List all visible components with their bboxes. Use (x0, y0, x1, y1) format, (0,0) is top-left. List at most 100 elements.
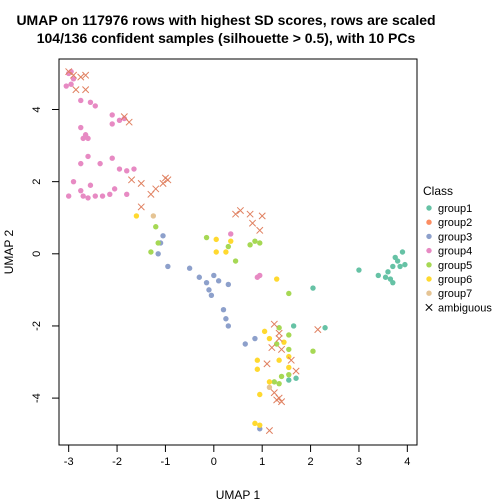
x-tick-label: 1 (259, 456, 265, 468)
group4-point (254, 274, 261, 280)
legend-ambiguous-label: ambiguous (438, 302, 492, 314)
ambiguous-point (246, 210, 254, 218)
y-tick-label: 2 (31, 179, 43, 185)
group3-point (225, 281, 232, 288)
group4-point (121, 115, 128, 122)
chart-title-line-2: 104/136 confident samples (silhouette > … (37, 30, 416, 46)
x-axis-title: UMAP 1 (216, 488, 261, 502)
group4-point (109, 112, 115, 118)
ambiguous-point (77, 73, 85, 81)
legend: Class group1 group2 group3 group4 group5 grou… (423, 184, 492, 314)
legend-group3-label: group3 (438, 231, 472, 243)
group5-point (286, 290, 292, 297)
ambiguous-point (287, 356, 295, 364)
group5-point (271, 379, 277, 385)
group1-point (390, 279, 396, 286)
group4-point (80, 193, 86, 199)
ambiguous-point (292, 367, 300, 375)
group4-point (85, 135, 91, 142)
group1-point (402, 261, 408, 268)
group6-point (286, 364, 292, 371)
ambiguous-point (164, 176, 172, 184)
ambiguous-point (258, 212, 266, 220)
group4-point (92, 193, 98, 199)
ambiguous-point (277, 398, 286, 406)
chart-title-line-1: UMAP on 117976 rows with highest SD scor… (16, 12, 435, 28)
legend-group6-label: group6 (438, 274, 472, 286)
group4-point (99, 193, 106, 199)
group4-point (116, 166, 123, 172)
group3-point (215, 278, 222, 284)
group4-point (65, 70, 72, 77)
group4-point (107, 191, 113, 197)
group3-point (208, 292, 215, 298)
group6-point (254, 357, 261, 363)
group1-point (375, 272, 381, 279)
group4-point (111, 186, 118, 192)
ambiguous-point (275, 329, 283, 337)
group5-point (155, 240, 161, 246)
group6-point (257, 422, 263, 428)
legend-group6-marker (426, 276, 432, 282)
group4-point (78, 124, 84, 131)
ambiguous-point (159, 179, 167, 188)
group6-point (276, 357, 282, 363)
group4-point (63, 83, 69, 89)
ambiguous-point (268, 344, 276, 352)
group3-point (211, 272, 217, 279)
x-tick-label: 0 (211, 456, 217, 468)
group6-point (281, 339, 287, 345)
group5-point (203, 234, 210, 241)
group5-point (286, 346, 292, 353)
legend-group4-marker (426, 247, 432, 254)
group4-point (80, 135, 86, 142)
group1-point (390, 263, 396, 270)
group4-point (109, 155, 115, 161)
group1-point (310, 285, 316, 291)
ambiguous-point (65, 68, 73, 76)
group4-point (109, 121, 115, 127)
group5-point (247, 242, 253, 248)
ambiguous-point (277, 345, 286, 353)
group1-point (356, 267, 362, 273)
group4-point (92, 103, 98, 109)
legend-group3-marker (426, 233, 432, 240)
x-tick-label: 4 (404, 456, 410, 468)
group5-point (276, 325, 282, 331)
x-tick-label: 2 (308, 456, 314, 468)
ambiguous-point (125, 118, 133, 126)
group4-point (78, 97, 84, 104)
ambiguous-point (314, 326, 322, 334)
ambiguous-point (270, 320, 278, 328)
ambiguous-point (232, 210, 240, 218)
ambiguous-point (72, 86, 80, 94)
ambiguous-point (152, 185, 160, 193)
group4-point (228, 231, 234, 237)
group6-point (254, 366, 261, 372)
legend-group5-label: group5 (438, 260, 472, 272)
group4-point (78, 160, 84, 167)
x-tick-label: -1 (161, 456, 171, 468)
group5-point (252, 238, 258, 244)
group1-point (286, 377, 292, 383)
group5-point (278, 373, 285, 380)
group6-point (266, 335, 273, 342)
group5-point (225, 243, 232, 250)
group3-point (186, 265, 193, 271)
y-tick-label: -2 (31, 321, 43, 331)
group1-point (397, 263, 403, 270)
group3-point (203, 279, 210, 286)
ambiguous-point (256, 226, 264, 234)
group5-point (274, 341, 280, 347)
group3-point (165, 263, 171, 270)
legend-group5-marker (426, 262, 432, 268)
y-axis-title: UMAP 2 (2, 229, 16, 274)
group6-point (274, 276, 280, 282)
x-tick-label: -3 (64, 456, 74, 468)
group4-point (131, 166, 137, 172)
ambiguous-point (137, 179, 145, 188)
group6-point (213, 236, 219, 243)
group1-point (394, 258, 401, 264)
ambiguous-point (263, 360, 271, 368)
